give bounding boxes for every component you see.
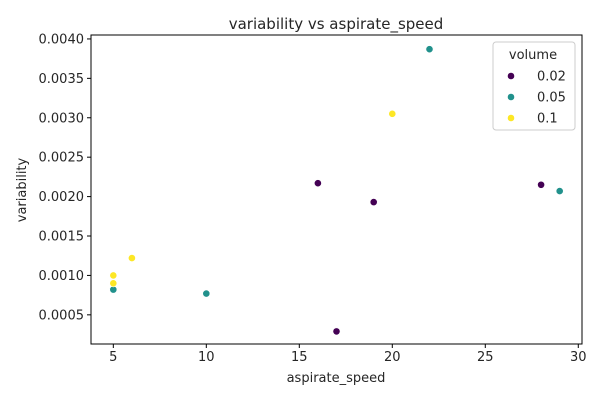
x-tick-label: 20 xyxy=(384,350,401,365)
x-tick-label: 10 xyxy=(198,350,215,365)
y-tick-label: 0.0020 xyxy=(39,190,85,205)
legend-marker xyxy=(507,72,515,80)
plot-area xyxy=(90,34,583,345)
data-point xyxy=(537,180,545,189)
legend-label: 0.05 xyxy=(537,91,566,106)
data-point xyxy=(202,289,211,298)
legend-marker xyxy=(507,114,515,122)
data-points xyxy=(109,45,564,336)
plot-frame xyxy=(90,34,583,345)
data-point xyxy=(425,45,434,54)
data-point xyxy=(332,327,341,336)
y-tick-label: 0.0010 xyxy=(39,269,85,284)
y-axis-label: variability xyxy=(15,157,30,222)
y-tick-label: 0.0015 xyxy=(39,230,85,245)
data-point xyxy=(109,279,118,288)
data-point xyxy=(369,198,378,207)
y-tick-label: 0.0040 xyxy=(39,32,85,47)
legend-marker xyxy=(507,93,515,101)
data-point xyxy=(555,187,564,195)
data-point xyxy=(388,109,397,118)
x-tick-label: 15 xyxy=(291,350,308,365)
y-tick-label: 0.0035 xyxy=(39,72,85,87)
x-axis: 5 10 15 20 25 30 xyxy=(109,344,587,365)
chart-title: variability vs aspirate_speed xyxy=(229,15,444,34)
legend-box xyxy=(492,41,576,131)
x-tick-label: 5 xyxy=(109,350,117,365)
y-tick-label: 0.0005 xyxy=(39,308,85,323)
data-point xyxy=(109,271,118,280)
legend-title: volume xyxy=(509,48,557,63)
data-point xyxy=(128,254,136,262)
y-axis: 0.0005 0.0010 0.0015 0.0020 0.0025 0.0030 0.00… xyxy=(39,32,91,323)
x-tick-label: 25 xyxy=(477,350,494,365)
x-axis-label: aspirate_speed xyxy=(287,371,386,386)
legend-label: 0.1 xyxy=(537,112,558,127)
y-tick-label: 0.0030 xyxy=(39,111,85,126)
legend-label: 0.02 xyxy=(537,70,566,85)
x-tick-label: 30 xyxy=(570,350,587,365)
legend: volume 0.02 0.05 0.1 xyxy=(492,41,576,131)
y-tick-label: 0.0025 xyxy=(39,151,85,166)
data-point xyxy=(314,179,322,188)
